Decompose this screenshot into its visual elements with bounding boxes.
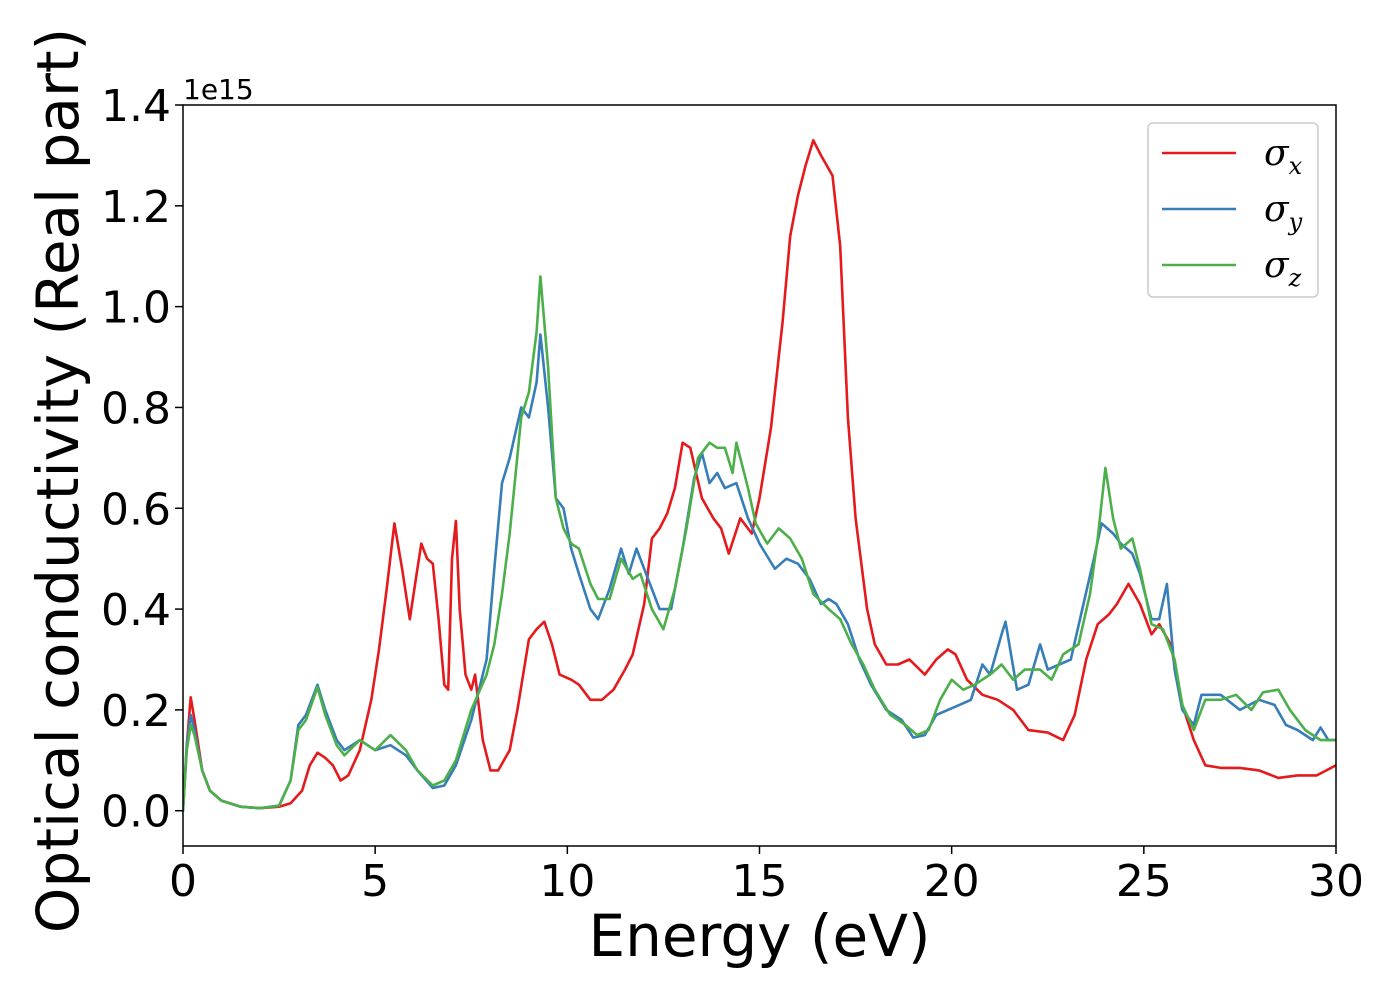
series-line-sigma-x — [183, 139, 1336, 812]
y-tick-label: 1.0 — [101, 283, 171, 334]
x-tick-label: 5 — [361, 856, 389, 907]
y-tick-label: 1.4 — [101, 81, 171, 132]
x-tick-label: 15 — [732, 856, 788, 907]
series-line-sigma-y — [183, 333, 1336, 812]
y-tick-label: 0.0 — [101, 787, 171, 838]
x-axis-label: Energy (eV) — [588, 902, 930, 970]
x-tick-label: 0 — [169, 856, 197, 907]
plot-lines — [183, 139, 1336, 812]
y-tick-label: 0.6 — [101, 484, 171, 535]
y-axis-label: Optical conductivity (Real part) — [24, 28, 92, 933]
y-tick-label: 0.2 — [101, 686, 171, 737]
y-axis-ticks: 0.0 0.2 0.4 0.6 0.8 1.0 1.2 1.4 — [101, 81, 183, 838]
y-axis-offset-label: 1e15 — [183, 73, 254, 106]
x-tick-label: 25 — [1116, 856, 1172, 907]
y-tick-label: 0.4 — [101, 585, 171, 636]
x-tick-label: 20 — [924, 856, 980, 907]
y-tick-label: 1.2 — [101, 182, 171, 233]
x-tick-label: 10 — [539, 856, 595, 907]
x-axis-ticks: 0 5 10 15 20 25 30 — [169, 846, 1364, 907]
y-tick-label: 0.8 — [101, 383, 171, 434]
x-tick-label: 30 — [1308, 856, 1364, 907]
series-line-sigma-z — [183, 275, 1336, 812]
